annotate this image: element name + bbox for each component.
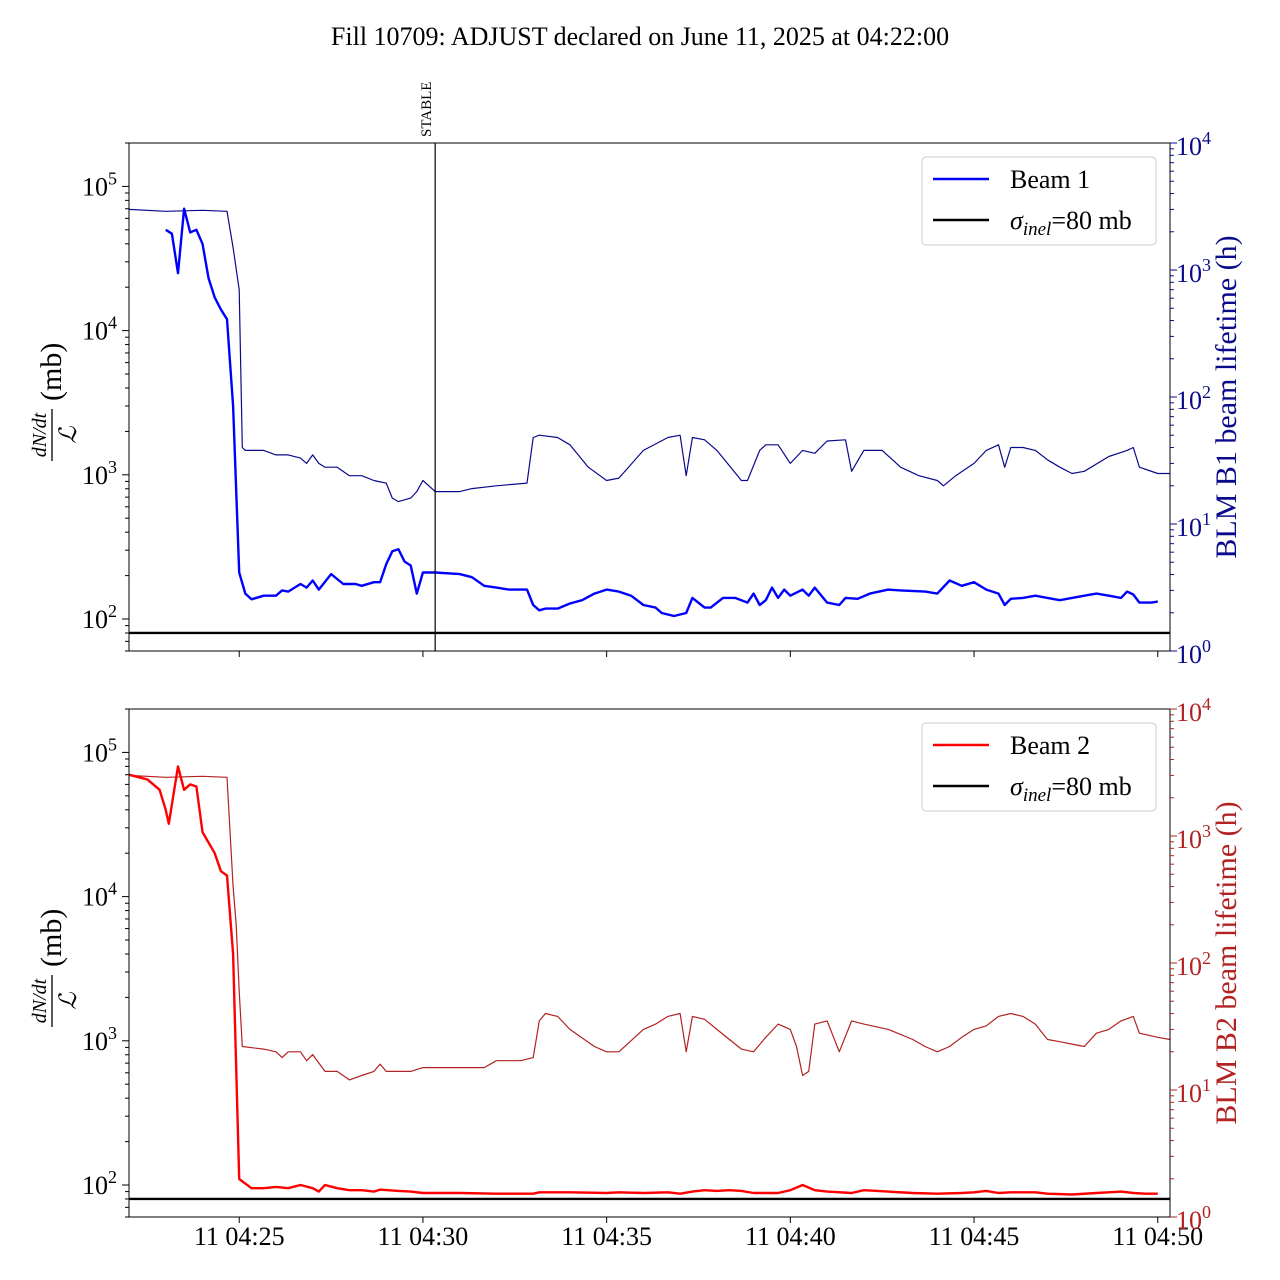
y-right-tick-base: 10 xyxy=(1176,640,1202,669)
rate-series-line xyxy=(129,765,1158,1196)
beam2-panel: 11 04:25 11 04:30 11 04:35 11 04:40 11 04:45… xyxy=(29,694,1243,1251)
y-right-tick-label: 103 xyxy=(1176,255,1211,288)
y-left-title-numerator: dN/dt xyxy=(29,412,51,457)
x-tick-label: 11 04:40 xyxy=(745,1222,836,1251)
legend-label: σinel=80 mb xyxy=(1010,772,1132,806)
x-tick-label: 11 04:30 xyxy=(378,1222,469,1251)
y-right-tick-exponent: 2 xyxy=(1202,382,1211,402)
y-right-tick-label: 101 xyxy=(1176,1075,1211,1108)
legend-label: Beam 1 xyxy=(1010,165,1090,194)
legend-value: =80 mb xyxy=(1051,772,1131,801)
y-right-axis-title: BLM B2 beam lifetime (h) xyxy=(1210,801,1243,1124)
y-right-tick-exponent: 1 xyxy=(1202,509,1211,529)
y-right-tick-label: 104 xyxy=(1176,694,1211,727)
y-right-tick-base: 10 xyxy=(1176,513,1202,542)
y-right-tick-base: 10 xyxy=(1176,259,1202,288)
y-right-tick-label: 100 xyxy=(1176,1202,1211,1235)
x-tick-label: 11 04:50 xyxy=(1112,1222,1203,1251)
y-left-tick-label: 102 xyxy=(82,601,117,634)
lifetime-series-line xyxy=(129,208,1170,503)
legend-value: =80 mb xyxy=(1051,206,1131,235)
y-right-tick-label: 104 xyxy=(1176,128,1211,161)
y-left-tick-exponent: 3 xyxy=(108,1023,117,1043)
y-left-title-denominator: ℒ xyxy=(56,426,82,444)
legend-subscript: inel xyxy=(1023,219,1052,240)
y-left-tick-exponent: 2 xyxy=(108,601,117,621)
y-right-tick-base: 10 xyxy=(1176,952,1202,981)
y-left-title-numerator: dN/dt xyxy=(29,978,51,1023)
y-left-tick-base: 10 xyxy=(82,883,108,912)
rate-series-line xyxy=(165,207,1158,618)
legend-sigma: σ xyxy=(1010,772,1024,801)
y-left-tick-label: 103 xyxy=(82,457,117,490)
y-right-tick-label: 102 xyxy=(1176,948,1211,981)
y-left-tick-label: 105 xyxy=(82,734,117,767)
legend-label: Beam 2 xyxy=(1010,731,1090,760)
y-left-tick-base: 10 xyxy=(82,738,108,767)
x-tick-label: 11 04:35 xyxy=(561,1222,652,1251)
x-tick-label: 11 04:25 xyxy=(194,1222,285,1251)
y-left-tick-base: 10 xyxy=(82,461,108,490)
y-left-tick-exponent: 4 xyxy=(108,879,117,899)
y-right-tick-base: 10 xyxy=(1176,132,1202,161)
y-right-tick-label: 103 xyxy=(1176,821,1211,854)
y-left-tick-base: 10 xyxy=(82,1027,108,1056)
y-right-tick-exponent: 0 xyxy=(1202,1202,1211,1222)
legend-sigma: σ xyxy=(1010,206,1024,235)
y-left-tick-exponent: 4 xyxy=(108,313,117,333)
y-right-tick-base: 10 xyxy=(1176,698,1202,727)
y-left-tick-base: 10 xyxy=(82,1171,108,1200)
y-left-axis-title: dN/dt ℒ (mb) xyxy=(29,909,82,1027)
legend-label: σinel=80 mb xyxy=(1010,206,1132,240)
y-right-axis-title: BLM B1 beam lifetime (h) xyxy=(1210,235,1243,558)
y-right-tick-base: 10 xyxy=(1176,825,1202,854)
figure-title: Fill 10709: ADJUST declared on June 11, … xyxy=(331,22,949,51)
y-right-tick-exponent: 1 xyxy=(1202,1075,1211,1095)
y-left-tick-exponent: 5 xyxy=(108,168,117,188)
y-left-tick-exponent: 2 xyxy=(108,1167,117,1187)
y-right-tick-exponent: 3 xyxy=(1202,255,1211,275)
y-right-tick-exponent: 2 xyxy=(1202,948,1211,968)
y-left-tick-label: 104 xyxy=(82,879,117,912)
y-left-axis-title: dN/dt ℒ (mb) xyxy=(29,343,82,461)
y-right-tick-label: 100 xyxy=(1176,636,1211,669)
y-right-tick-label: 101 xyxy=(1176,509,1211,542)
y-right-tick-base: 10 xyxy=(1176,386,1202,415)
y-right-tick-exponent: 0 xyxy=(1202,636,1211,656)
stable-marker-label: STABLE xyxy=(419,82,435,137)
y-left-tick-exponent: 5 xyxy=(108,734,117,754)
y-left-tick-label: 102 xyxy=(82,1167,117,1200)
y-left-tick-label: 105 xyxy=(82,168,117,201)
y-left-tick-exponent: 3 xyxy=(108,457,117,477)
y-left-title-denominator: ℒ xyxy=(56,992,82,1010)
legend-subscript: inel xyxy=(1023,785,1052,806)
y-right-tick-exponent: 4 xyxy=(1202,694,1211,714)
y-right-tick-base: 10 xyxy=(1176,1206,1202,1235)
y-right-tick-exponent: 3 xyxy=(1202,821,1211,841)
x-tick-label: 11 04:45 xyxy=(929,1222,1020,1251)
y-right-tick-base: 10 xyxy=(1176,1079,1202,1108)
y-left-tick-label: 103 xyxy=(82,1023,117,1056)
y-left-tick-base: 10 xyxy=(82,605,108,634)
lifetime-series-line xyxy=(129,774,1170,1081)
y-right-tick-label: 102 xyxy=(1176,382,1211,415)
y-left-title-unit: (mb) xyxy=(35,909,68,967)
y-left-tick-label: 104 xyxy=(82,313,117,346)
y-left-tick-base: 10 xyxy=(82,172,108,201)
y-left-title-unit: (mb) xyxy=(35,343,68,401)
y-right-tick-exponent: 4 xyxy=(1202,128,1211,148)
y-left-tick-base: 10 xyxy=(82,317,108,346)
